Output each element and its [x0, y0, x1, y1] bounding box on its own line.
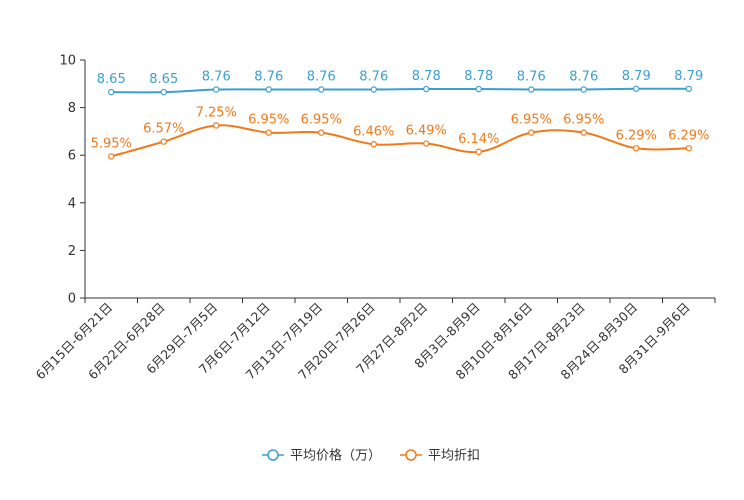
- data-label: 6.95%: [248, 113, 289, 128]
- data-point: [475, 148, 482, 156]
- data-label: 6.46%: [353, 124, 394, 139]
- data-label: 6.95%: [511, 113, 552, 128]
- data-point: [213, 86, 220, 93]
- data-label: 8.76: [254, 70, 283, 85]
- y-tick-label: 10: [59, 54, 76, 69]
- data-label: 6.29%: [668, 128, 709, 143]
- data-label: 8.79: [622, 69, 651, 84]
- series-line-2: [110, 124, 689, 158]
- data-point: [318, 129, 325, 136]
- data-point: [580, 129, 587, 136]
- data-point: [528, 86, 535, 93]
- legend-marker: [405, 449, 417, 461]
- data-label: 8.65: [97, 72, 126, 87]
- data-label: 8.78: [464, 69, 493, 84]
- y-tick-label: 6: [68, 149, 76, 164]
- y-tick-label: 0: [68, 292, 76, 307]
- series-line-1: [111, 87, 689, 94]
- data-point: [108, 88, 115, 96]
- data-point: [633, 85, 640, 92]
- data-point: [423, 140, 430, 147]
- y-tick-label: 4: [68, 196, 76, 211]
- data-label: 8.79: [674, 69, 703, 84]
- data-point: [528, 129, 535, 136]
- data-point: [265, 86, 272, 93]
- data-label: 8.76: [359, 70, 388, 85]
- legend-label: 平均折扣: [428, 449, 480, 464]
- data-point: [370, 141, 377, 148]
- data-label: 6.95%: [301, 113, 342, 128]
- data-point: [685, 145, 692, 152]
- data-label: 5.95%: [91, 136, 132, 151]
- data-label: 8.65: [149, 72, 178, 87]
- data-point: [108, 153, 115, 160]
- data-label: 6.14%: [458, 132, 499, 147]
- legend-label: 平均价格（万）: [290, 448, 381, 464]
- data-label: 8.76: [307, 70, 336, 85]
- data-point: [318, 86, 325, 93]
- data-label: 6.57%: [143, 122, 184, 137]
- data-label: 6.95%: [563, 113, 604, 128]
- data-label: 8.76: [202, 70, 231, 85]
- data-point: [423, 85, 430, 93]
- data-label: 7.25%: [196, 105, 237, 120]
- data-point: [685, 85, 692, 92]
- data-point: [213, 122, 220, 129]
- data-label: 8.76: [517, 70, 546, 85]
- data-point: [475, 85, 482, 93]
- data-point: [580, 86, 587, 93]
- y-tick-label: 2: [68, 244, 76, 259]
- data-point: [160, 88, 167, 96]
- data-label: 6.29%: [616, 128, 657, 143]
- data-label: 8.76: [569, 70, 598, 85]
- data-point: [160, 138, 167, 145]
- data-label: 8.78: [412, 69, 441, 84]
- legend-marker: [267, 449, 279, 461]
- data-point: [265, 129, 272, 136]
- data-point: [370, 86, 377, 93]
- data-label: 6.49%: [406, 124, 447, 139]
- y-tick-label: 8: [68, 101, 76, 116]
- data-point: [633, 145, 640, 152]
